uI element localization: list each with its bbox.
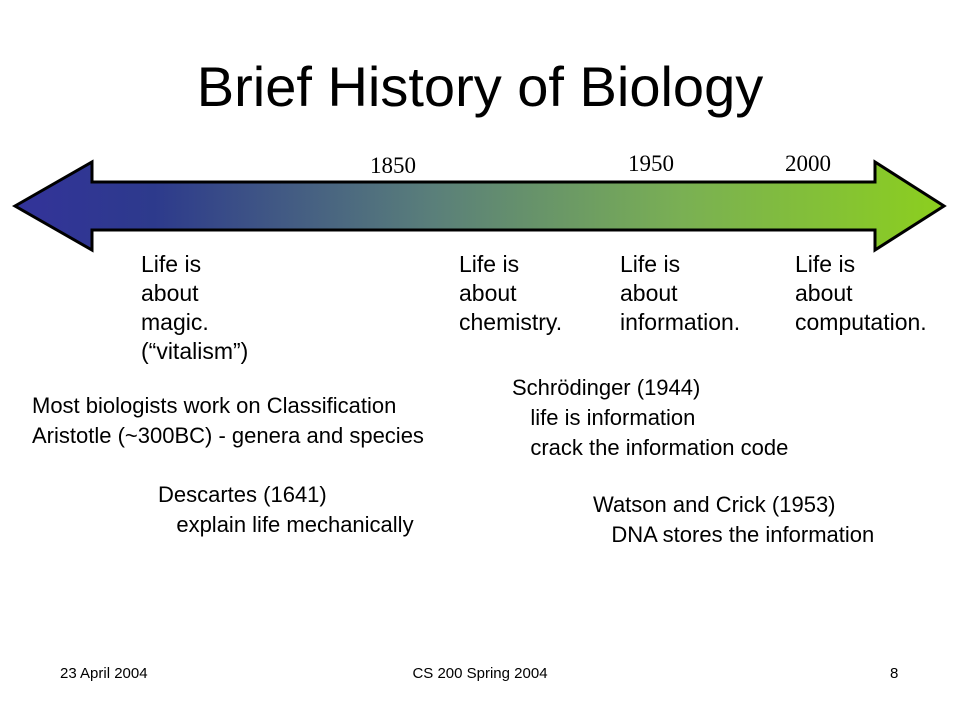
note-schrodinger: Schrödinger (1944) life is information c… [512,375,789,460]
year-label-1950: 1950 [628,151,674,176]
footer-date: 23 April 2004 [60,665,148,682]
footer-page-number: 8 [890,665,899,682]
era-magic: Life is about magic. (“vitalism”) [141,251,249,364]
note-descartes: Descartes (1641) explain life mechanical… [158,482,414,537]
era-information: Life is about information. [620,251,741,335]
year-label-1850: 1850 [370,153,416,178]
timeline-arrow [11,159,947,253]
footer-course: CS 200 Spring 2004 [412,665,548,682]
note-watson-crick: Watson and Crick (1953) DNA stores the i… [593,492,875,547]
note-classification: Most biologists work on Classification A… [32,393,424,448]
era-chemistry: Life is about chemistry. [459,251,563,335]
era-computation: Life is about computation. [795,251,927,335]
slide-title: Brief History of Biology [196,55,764,118]
year-label-2000: 2000 [785,151,831,176]
timeline-arrow-shape [11,159,947,253]
